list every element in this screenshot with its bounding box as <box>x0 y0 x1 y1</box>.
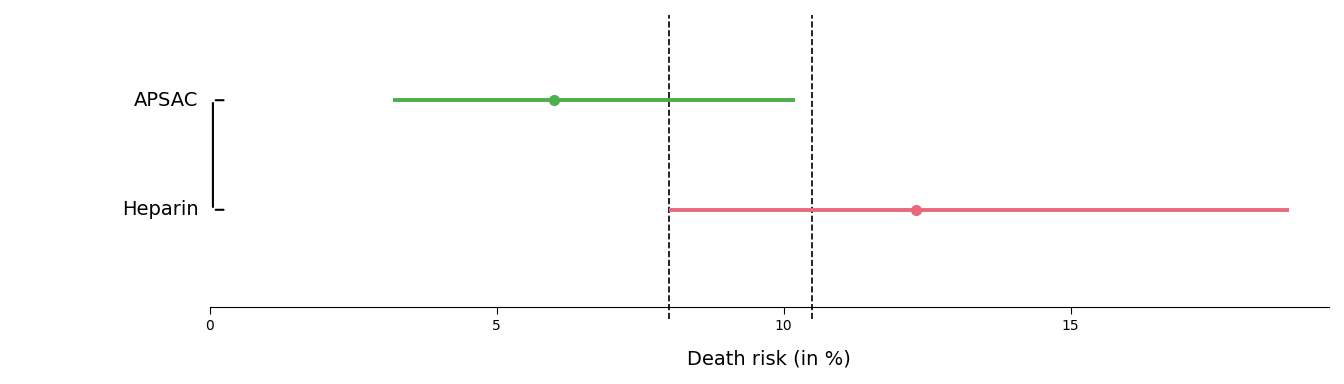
Text: APSAC: APSAC <box>134 91 199 110</box>
Text: Heparin: Heparin <box>122 200 199 219</box>
X-axis label: Death risk (in %): Death risk (in %) <box>687 350 851 369</box>
